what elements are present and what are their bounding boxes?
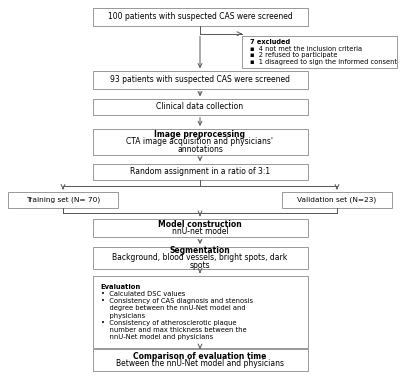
Text: ▪  1 disagreed to sign the informed consent: ▪ 1 disagreed to sign the informed conse… (250, 59, 397, 65)
Text: Background, blood vessels, bright spots, dark: Background, blood vessels, bright spots,… (112, 254, 288, 262)
Bar (92, 8, 308, 26)
Text: number and max thickness between the: number and max thickness between the (100, 327, 246, 333)
Text: Evaluation: Evaluation (100, 284, 141, 290)
Text: Segmentation: Segmentation (170, 246, 230, 254)
Text: 7 excluded: 7 excluded (250, 39, 290, 45)
Bar (8, 192, 118, 208)
Text: •  Consistency of atherosclerotic plaque: • Consistency of atherosclerotic plaque (100, 320, 236, 326)
Bar (92, 219, 308, 237)
Text: CTA image acquisition and physicians': CTA image acquisition and physicians' (126, 138, 274, 147)
Bar (282, 192, 392, 208)
Text: Comparison of evaluation time: Comparison of evaluation time (133, 352, 267, 361)
Text: Random assignment in a ratio of 3:1: Random assignment in a ratio of 3:1 (130, 167, 270, 177)
Text: nnU-net model: nnU-net model (172, 228, 228, 237)
Bar (92, 164, 308, 180)
Text: Model construction: Model construction (158, 220, 242, 229)
Bar (92, 99, 308, 115)
Bar (92, 247, 308, 269)
Text: spots: spots (190, 262, 210, 271)
Text: Between the nnU-Net model and physicians: Between the nnU-Net model and physicians (116, 359, 284, 369)
Text: 100 patients with suspected CAS were screened: 100 patients with suspected CAS were scr… (108, 12, 292, 22)
Text: physicians: physicians (100, 313, 145, 319)
Text: Training set (N= 70): Training set (N= 70) (26, 197, 100, 203)
Text: 93 patients with suspected CAS were screened: 93 patients with suspected CAS were scre… (110, 76, 290, 85)
Text: ▪  2 refused to participate: ▪ 2 refused to participate (250, 53, 338, 59)
Text: Clinical data collection: Clinical data collection (156, 102, 244, 112)
Text: Validation set (N=23): Validation set (N=23) (297, 197, 377, 203)
Text: •  Consistency of CAS diagnosis and stenosis: • Consistency of CAS diagnosis and steno… (100, 298, 252, 304)
Bar (92, 71, 308, 89)
Bar (92, 129, 308, 155)
Text: Image preprocessing: Image preprocessing (154, 130, 246, 138)
Text: •  Calculated DSC values: • Calculated DSC values (100, 291, 185, 297)
Bar (242, 36, 397, 68)
Text: ▪  4 not met the inclusion criteria: ▪ 4 not met the inclusion criteria (250, 45, 362, 51)
Bar (92, 276, 308, 348)
Text: nnU-Net model and physicians: nnU-Net model and physicians (100, 334, 213, 340)
Text: degree between the nnU-Net model and: degree between the nnU-Net model and (100, 305, 245, 311)
Text: annotations: annotations (177, 146, 223, 155)
Bar (92, 349, 308, 371)
